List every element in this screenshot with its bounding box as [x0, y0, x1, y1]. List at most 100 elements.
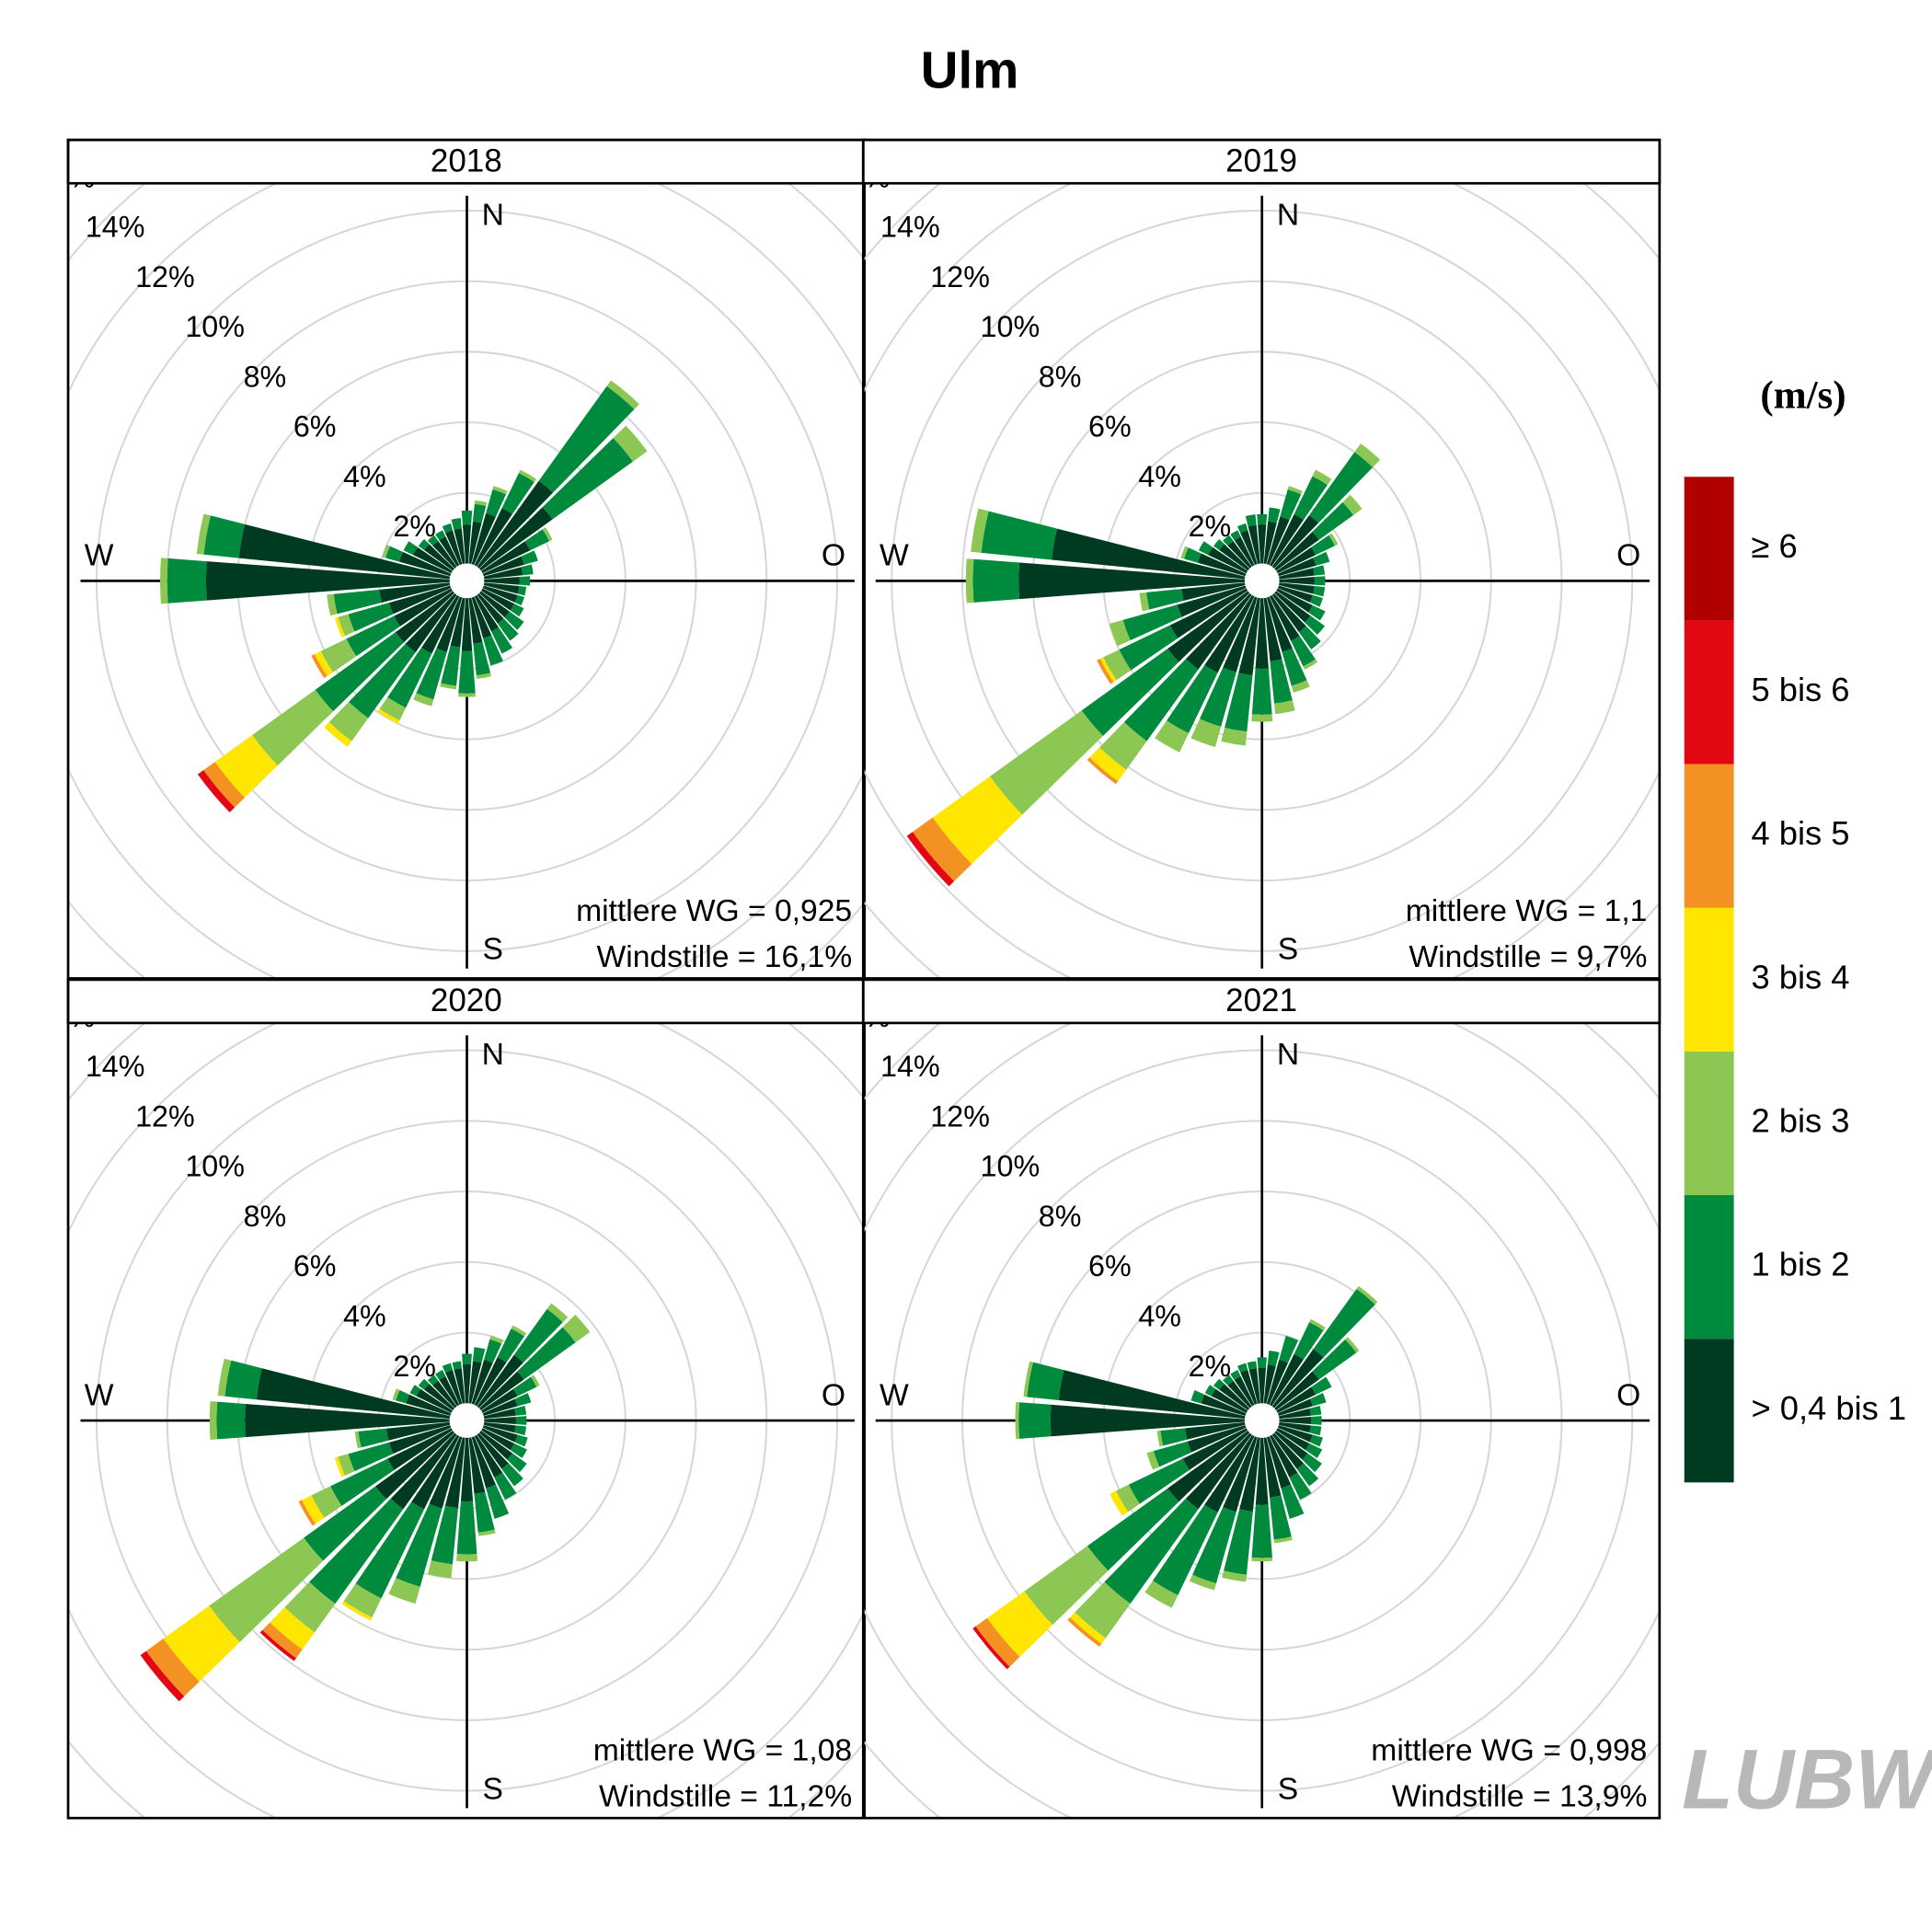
compass-label: N	[1277, 198, 1299, 232]
r-tick-label: 10%	[981, 310, 1041, 343]
wedge	[1269, 514, 1304, 567]
wedge	[1268, 507, 1281, 523]
wedge	[1251, 1504, 1272, 1558]
wedge	[1185, 592, 1252, 670]
wedge	[471, 1359, 493, 1405]
wedge	[501, 473, 535, 514]
wedge	[450, 597, 466, 648]
wedge	[1223, 1374, 1234, 1386]
wedge	[398, 551, 452, 577]
wedge	[1311, 535, 1335, 556]
panel-strip	[66, 978, 866, 1025]
panel-title: 2021	[1225, 983, 1297, 1018]
r-tick-label: 4%	[343, 460, 386, 493]
wedge	[388, 1578, 420, 1604]
wedge	[1234, 536, 1255, 567]
compass-label: N	[1277, 1038, 1299, 1072]
wedge	[432, 541, 457, 569]
wedge	[214, 735, 278, 798]
wedge	[388, 585, 452, 615]
wedge	[521, 550, 538, 565]
wedge	[473, 641, 491, 676]
r-tick-label: 6%	[1088, 1249, 1132, 1282]
wedge	[1309, 1406, 1322, 1416]
wedge	[471, 512, 496, 566]
wedge	[390, 1432, 457, 1510]
wedge	[1263, 1437, 1282, 1498]
wedge	[1087, 757, 1119, 785]
wedge	[1156, 1431, 1164, 1447]
wedge	[197, 770, 236, 812]
wedge	[1294, 1322, 1324, 1360]
wedge	[385, 546, 403, 562]
wedge	[468, 597, 483, 644]
wedge	[1104, 1498, 1199, 1604]
wedge	[1251, 714, 1273, 722]
wedge	[392, 1388, 400, 1401]
annotation: Windstille = 11,2%	[599, 1780, 852, 1814]
wedge	[387, 647, 432, 708]
wedge	[912, 817, 972, 882]
wedge	[418, 1378, 430, 1390]
wedge	[205, 561, 450, 601]
wedge	[1052, 528, 1246, 580]
panel-frame	[861, 978, 1662, 1820]
wedge	[1248, 1368, 1260, 1404]
wedge	[477, 1529, 496, 1536]
wedge	[1312, 1339, 1357, 1380]
annotation: Windstille = 9,7%	[1409, 940, 1647, 974]
compass-label: S	[1278, 1772, 1298, 1806]
wedge	[1087, 1488, 1179, 1571]
wedge	[530, 1374, 540, 1387]
wedge	[1309, 452, 1374, 523]
wedge	[1190, 719, 1222, 747]
wedge	[1230, 1370, 1241, 1380]
wedge	[444, 1437, 466, 1509]
wedge	[343, 1583, 382, 1618]
wedge	[1128, 1458, 1190, 1504]
wedge	[252, 689, 334, 766]
wedge	[1204, 1434, 1255, 1512]
wedge	[1266, 596, 1293, 652]
wedge	[507, 1453, 527, 1473]
wedge	[458, 693, 476, 697]
wedge	[1263, 1364, 1276, 1404]
wedge	[1181, 582, 1246, 602]
annotation: mittlere WG = 0,925	[576, 894, 852, 928]
wedge	[327, 593, 338, 616]
wedge	[1255, 1437, 1269, 1505]
wedge	[474, 500, 488, 506]
wedge	[986, 1591, 1053, 1658]
legend-swatch	[1684, 1195, 1734, 1340]
wedge	[270, 1606, 316, 1650]
wedge	[140, 1650, 185, 1702]
wedge	[1287, 486, 1303, 495]
wedge	[439, 536, 460, 567]
wedge	[454, 1368, 466, 1404]
wedge	[444, 1369, 463, 1405]
wedge	[442, 523, 454, 534]
legend-label: 2 bis 3	[1751, 1102, 1849, 1140]
wedge	[338, 1454, 355, 1476]
wedge	[1198, 541, 1213, 556]
wedge	[1345, 1337, 1360, 1353]
wedge	[406, 1394, 452, 1416]
wedge	[416, 1388, 453, 1413]
legend-label: 3 bis 4	[1751, 958, 1849, 995]
legend-swatch	[1684, 764, 1734, 908]
wedge	[1356, 1285, 1378, 1305]
wedge	[436, 596, 463, 652]
wedge	[511, 1325, 527, 1337]
wedge	[484, 1339, 502, 1363]
wedge	[411, 1434, 460, 1510]
wedge	[145, 1639, 200, 1696]
wedge	[160, 558, 168, 604]
wedge	[606, 380, 639, 409]
wedge	[542, 438, 633, 520]
r-tick-label: 16%	[831, 160, 891, 193]
compass-label: O	[1616, 539, 1640, 573]
wedge	[396, 1390, 409, 1404]
wedge	[1213, 539, 1225, 550]
center-hole	[1244, 1403, 1280, 1438]
wedge	[981, 511, 1057, 560]
